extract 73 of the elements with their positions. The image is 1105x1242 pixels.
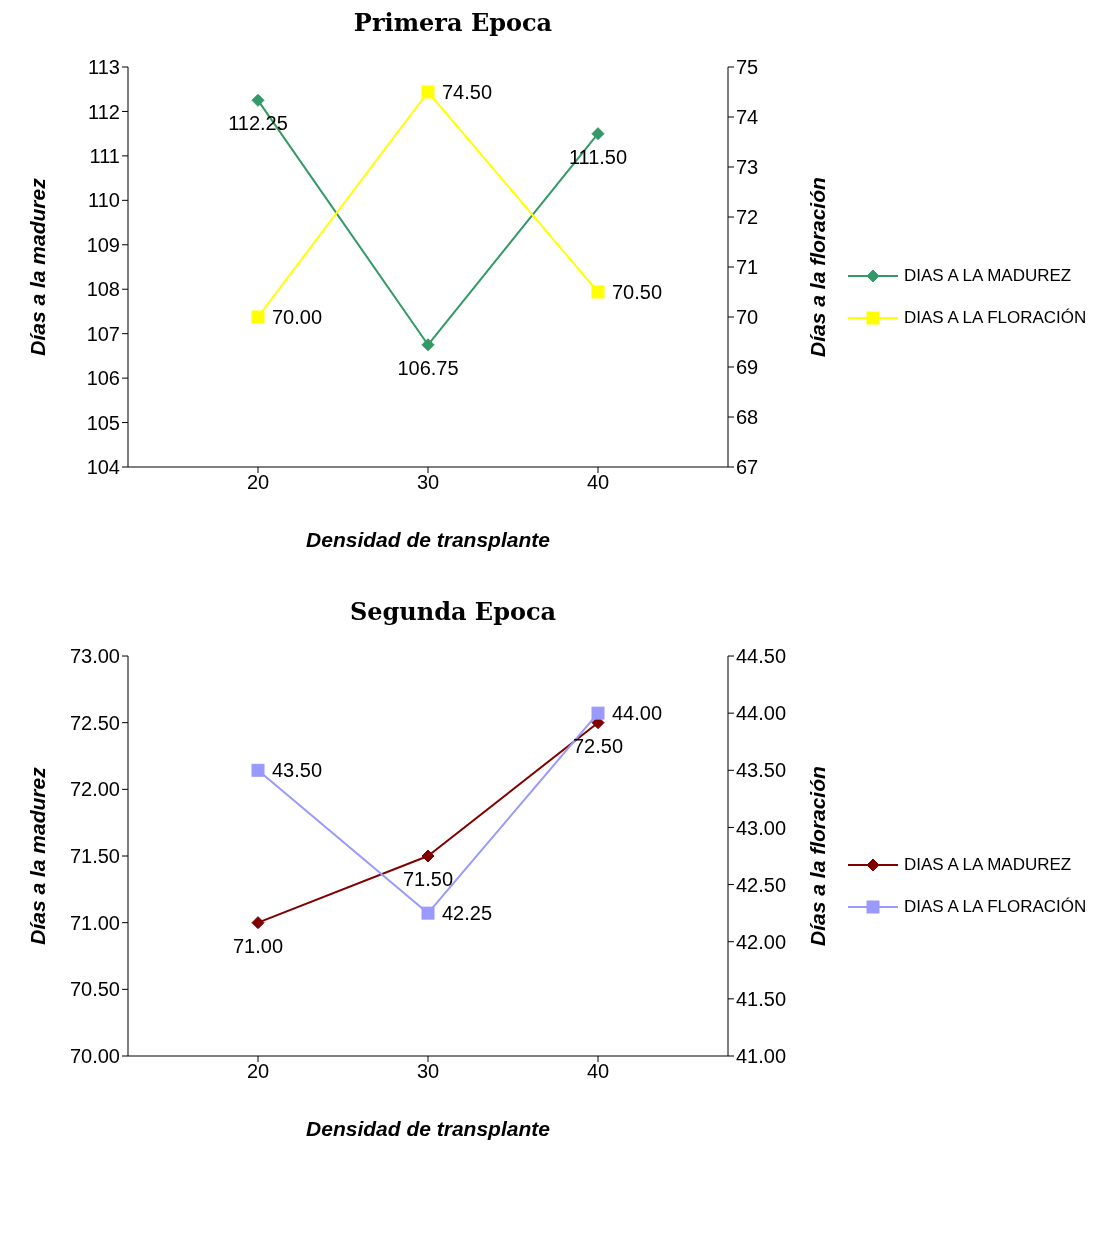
point xyxy=(251,310,265,324)
point xyxy=(421,906,435,920)
y-tick-label: 72.00 xyxy=(69,778,120,801)
y2-tick-label: 42.50 xyxy=(736,873,787,896)
y2-tick-label: 43.00 xyxy=(736,816,787,839)
data-label: 70.50 xyxy=(612,281,663,303)
x-tick-label: 40 xyxy=(586,471,610,494)
y2-tick-label: 73 xyxy=(736,156,759,179)
data-label: 70.00 xyxy=(272,306,323,328)
y-tick-label: 112 xyxy=(88,100,120,123)
legend-label: DIAS A LA FLORACIÓN xyxy=(904,308,1087,328)
x-tick-label: 30 xyxy=(416,471,440,494)
y2-tick-label: 41.00 xyxy=(736,1045,787,1068)
chart-title: Primera Epoca xyxy=(352,8,554,37)
y2-tick-label: 41.50 xyxy=(736,987,787,1010)
y2-tick-label: 74 xyxy=(736,106,759,129)
y2-tick-label: 71 xyxy=(736,256,759,279)
x-tick-label: 20 xyxy=(246,471,270,494)
y2-axis-title: Días a la floración xyxy=(806,177,830,357)
data-label: 71.00 xyxy=(232,934,284,957)
legend-label: DIAS A LA MADUREZ xyxy=(904,266,1072,286)
data-label: 72.50 xyxy=(572,734,624,757)
point xyxy=(591,127,605,141)
point xyxy=(591,706,605,720)
legend-label: DIAS A LA FLORACIÓN xyxy=(904,897,1087,917)
y2-tick-label: 68 xyxy=(736,406,759,429)
data-label: 43.50 xyxy=(272,759,323,782)
y-tick-label: 71.00 xyxy=(69,911,120,934)
point xyxy=(251,763,265,777)
y-tick-label: 70.50 xyxy=(69,978,120,1001)
point xyxy=(591,285,605,299)
y2-tick-label: 67 xyxy=(736,456,759,479)
y-tick-label: 70.00 xyxy=(69,1045,120,1068)
y-tick-label: 107 xyxy=(86,322,120,345)
point xyxy=(421,338,435,352)
x-tick-label: 40 xyxy=(586,1060,610,1083)
y-axis-title: Días a la madurez xyxy=(26,177,50,356)
y2-tick-label: 72 xyxy=(736,206,759,229)
data-label: 44.00 xyxy=(612,702,663,725)
data-label: 71.50 xyxy=(402,868,454,890)
y-tick-label: 71.50 xyxy=(69,845,120,868)
y-tick-label: 110 xyxy=(88,189,120,212)
y-tick-label: 108 xyxy=(86,278,120,301)
point xyxy=(421,85,435,99)
point xyxy=(421,849,435,863)
y2-tick-label: 69 xyxy=(736,356,759,379)
x-tick-label: 30 xyxy=(416,1060,440,1083)
y-tick-label: 106 xyxy=(86,367,120,390)
data-label: 106.75 xyxy=(397,356,459,379)
y2-tick-label: 42.00 xyxy=(736,930,787,953)
y2-tick-label: 75 xyxy=(736,56,759,79)
y2-tick-label: 43.50 xyxy=(736,759,787,782)
y-tick-label: 105 xyxy=(86,411,120,434)
y-tick-label: 73.00 xyxy=(69,645,120,668)
x-axis-title: Densidad de transplante xyxy=(306,528,551,551)
legend-label: DIAS A LA MADUREZ xyxy=(904,855,1072,875)
x-axis-title: Densidad de transplante xyxy=(306,1117,551,1140)
x-tick-label: 20 xyxy=(246,1060,270,1083)
y-tick-label: 111 xyxy=(89,144,120,167)
data-label: 42.25 xyxy=(442,902,493,925)
y2-axis-title: Días a la floración xyxy=(806,766,830,946)
y2-tick-label: 44.00 xyxy=(736,702,787,725)
point xyxy=(251,93,265,107)
y-tick-label: 109 xyxy=(86,233,120,256)
y-tick-label: 72.50 xyxy=(69,711,120,734)
y2-tick-label: 44.50 xyxy=(736,645,787,668)
y-tick-label: 113 xyxy=(88,56,120,79)
y-tick-label: 104 xyxy=(86,456,120,479)
y-axis-title: Días a la madurez xyxy=(26,766,50,945)
y2-tick-label: 70 xyxy=(736,306,759,329)
point xyxy=(251,916,265,930)
chart-title: Segunda Epoca xyxy=(348,597,558,626)
data-label: 74.50 xyxy=(442,81,493,103)
